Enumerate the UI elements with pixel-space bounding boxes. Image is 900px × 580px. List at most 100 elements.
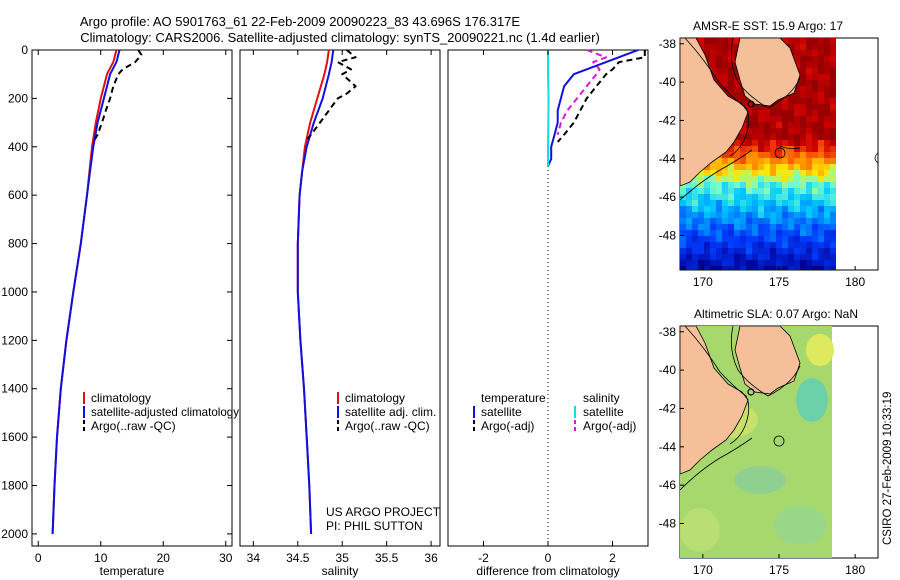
sst-pixel: [764, 140, 770, 146]
sst-pixel: [770, 236, 776, 242]
sst-pixel: [758, 266, 764, 270]
sst-pixel: [788, 248, 794, 254]
sst-pixel: [818, 44, 824, 50]
sst-pixel: [692, 212, 698, 218]
sst-pixel: [806, 110, 812, 116]
sst-pixel: [710, 164, 716, 170]
sst-pixel: [818, 68, 824, 74]
x-tick-label: 34.5: [286, 551, 310, 565]
sst-pixel: [788, 128, 794, 134]
sst-pixel: [830, 44, 836, 50]
sst-pixel: [788, 152, 794, 158]
sst-pixel: [716, 224, 722, 230]
sst-pixel: [800, 224, 806, 230]
sst-pixel: [830, 212, 836, 218]
sst-pixel: [752, 188, 758, 194]
sst-pixel: [770, 110, 776, 116]
sst-pixel: [758, 212, 764, 218]
sst-pixel: [764, 182, 770, 188]
sst-pixel: [728, 38, 734, 44]
sst-pixel: [806, 68, 812, 74]
sst-pixel: [770, 122, 776, 128]
sst-pixel: [806, 104, 812, 110]
sst-pixel: [692, 248, 698, 254]
sst-pixel: [764, 116, 770, 122]
map-y-tick-label: -48: [659, 516, 677, 530]
sst-pixel: [800, 80, 806, 86]
sst-pixel: [734, 188, 740, 194]
x-tick-label: -2: [478, 551, 489, 565]
sst-pixel: [764, 128, 770, 134]
sst-pixel: [794, 98, 800, 104]
sst-pixel: [764, 122, 770, 128]
sst-pixel: [746, 110, 752, 116]
map-y-tick-label: -44: [659, 152, 677, 166]
sst-pixel: [758, 170, 764, 176]
sst-pixel: [722, 50, 728, 56]
sst-pixel: [740, 176, 746, 182]
sst-pixel: [734, 86, 740, 92]
sst-pixel: [728, 260, 734, 266]
sst-pixel: [740, 266, 746, 270]
sst-pixel: [752, 212, 758, 218]
difference-panel: -2 0 2 difference from climatology tempera…: [447, 49, 649, 578]
sst-pixel: [800, 230, 806, 236]
sst-pixel: [722, 152, 728, 158]
sst-pixel: [788, 218, 794, 224]
sst-pixel: [800, 68, 806, 74]
sst-pixel: [806, 170, 812, 176]
sst-pixel: [704, 38, 710, 44]
sst-pixel: [734, 152, 740, 158]
sst-pixel: [806, 158, 812, 164]
sst-pixel: [746, 260, 752, 266]
sst-pixel: [752, 140, 758, 146]
sst-pixel: [722, 224, 728, 230]
x-tick-label: 2: [609, 551, 616, 565]
sst-pixel: [758, 122, 764, 128]
sst-pixel: [746, 248, 752, 254]
sst-pixel: [764, 164, 770, 170]
sst-pixel: [812, 80, 818, 86]
x-tick-label: 35.5: [375, 551, 399, 565]
sst-pixel: [680, 212, 686, 218]
sst-pixel: [752, 266, 758, 270]
sst-pixel: [740, 128, 746, 134]
sst-pixel: [830, 152, 836, 158]
sst-pixel: [716, 206, 722, 212]
sst-pixel: [770, 188, 776, 194]
map-y-tick-label: -46: [659, 190, 677, 204]
y-tick-label: 600: [8, 188, 28, 202]
sst-pixel: [764, 236, 770, 242]
y-tick-label: 1400: [1, 382, 28, 396]
sst-pixel: [782, 212, 788, 218]
sst-pixel: [680, 188, 686, 194]
sst-pixel: [806, 140, 812, 146]
sst-pixel: [800, 218, 806, 224]
sst-pixel: [758, 242, 764, 248]
sst-pixel: [824, 158, 830, 164]
series-line-satellite-adjusted-climatology: [51, 49, 121, 534]
x-tick-label: 20: [157, 551, 171, 565]
sst-pixel: [782, 194, 788, 200]
sst-pixel: [710, 248, 716, 254]
legend-label-sal-satellite: satellite: [583, 405, 624, 419]
sst-pixel: [710, 194, 716, 200]
sst-pixel: [728, 254, 734, 260]
sst-pixel: [806, 260, 812, 266]
sst-pixel: [824, 116, 830, 122]
sst-pixel: [704, 182, 710, 188]
sst-pixel: [818, 164, 824, 170]
sst-pixel: [830, 134, 836, 140]
sst-pixel: [812, 140, 818, 146]
sst-pixel: [830, 92, 836, 98]
sst-pixel: [806, 200, 812, 206]
sst-pixel: [824, 80, 830, 86]
sst-pixel: [740, 206, 746, 212]
sst-pixel: [812, 38, 818, 44]
sst-pixel: [812, 206, 818, 212]
sst-pixel: [812, 128, 818, 134]
sst-pixel: [716, 218, 722, 224]
sst-pixel: [806, 254, 812, 260]
sst-pixel: [728, 266, 734, 270]
sst-pixel: [818, 236, 824, 242]
